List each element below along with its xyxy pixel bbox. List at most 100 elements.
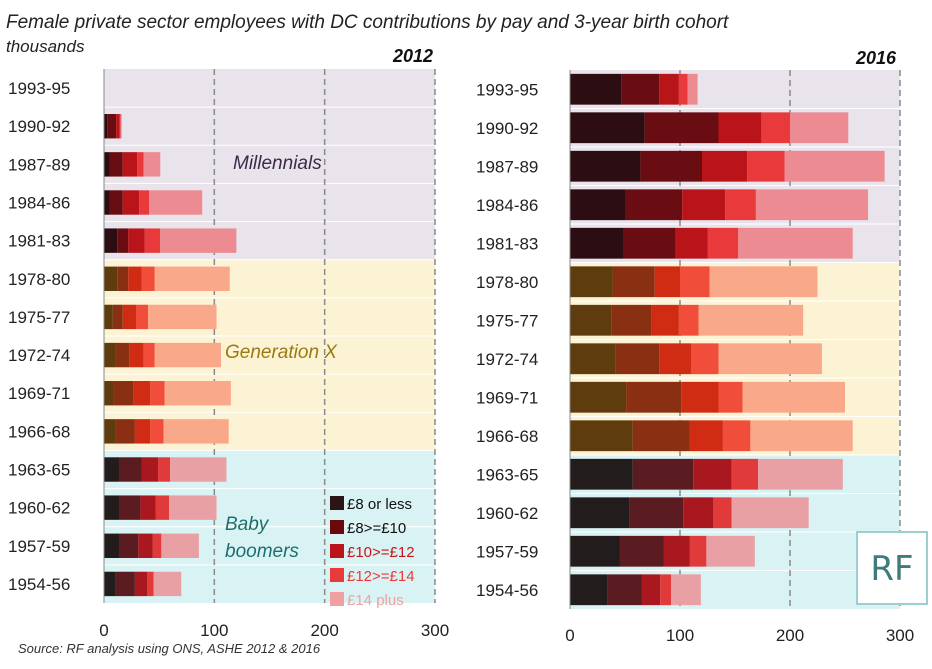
legend-label: £8>=£10 bbox=[347, 520, 406, 537]
bar-1990-92-seg0 bbox=[570, 112, 645, 144]
category-label: 1987-89 bbox=[476, 157, 538, 176]
category-label: 1957-59 bbox=[8, 537, 70, 556]
bar-1984-86-seg4 bbox=[755, 189, 869, 221]
bar-1969-71-seg1 bbox=[113, 381, 134, 406]
bar-1960-62-seg1 bbox=[119, 495, 141, 520]
bar-1960-62-seg0 bbox=[570, 497, 630, 529]
bar-1990-92-seg0 bbox=[104, 114, 108, 139]
bar-1978-80-seg3 bbox=[141, 266, 155, 291]
category-label: 1963-65 bbox=[476, 465, 538, 484]
generation-label: boomers bbox=[225, 541, 299, 562]
bar-1981-83-seg2 bbox=[128, 228, 145, 253]
bar-1984-86-seg2 bbox=[122, 190, 140, 215]
panel-2016: 1993-95 1990-92 1987-89 1984-86 1981-83 1978-… bbox=[476, 48, 914, 645]
bar-1975-77-seg3 bbox=[135, 304, 149, 330]
bar-1963-65-seg2 bbox=[693, 458, 732, 490]
category-label: 1993-95 bbox=[476, 80, 538, 99]
bar-1954-56-seg3 bbox=[660, 574, 672, 606]
bar-1978-80-seg1 bbox=[612, 266, 655, 298]
bar-1954-56-seg4 bbox=[671, 574, 701, 606]
bar-1954-56-seg1 bbox=[115, 571, 135, 597]
bar-1966-68-seg0 bbox=[570, 420, 633, 452]
generation-label: Millennials bbox=[233, 153, 322, 174]
bar-1981-83-seg4 bbox=[738, 227, 853, 259]
bar-1957-59-seg3 bbox=[152, 533, 162, 558]
bar-1960-62-seg2 bbox=[683, 497, 713, 529]
bar-1984-86-seg4 bbox=[149, 190, 203, 215]
bar-1993-95-seg2 bbox=[659, 73, 679, 105]
bar-1981-83-seg2 bbox=[675, 227, 708, 259]
bar-1960-62-seg3 bbox=[155, 495, 170, 520]
bar-1978-80-seg2 bbox=[128, 266, 142, 291]
category-label: 1954-56 bbox=[476, 581, 538, 600]
bar-1963-65-seg4 bbox=[758, 458, 843, 490]
bar-1978-80-seg4 bbox=[154, 266, 230, 291]
bar-1963-65-seg4 bbox=[170, 457, 227, 482]
bar-1960-62-seg4 bbox=[731, 497, 809, 529]
x-tick-label: 100 bbox=[200, 621, 228, 640]
x-tick-label: 100 bbox=[666, 626, 694, 645]
category-label: 1969-71 bbox=[476, 388, 538, 407]
chart-subtitle: thousands bbox=[6, 37, 85, 56]
bar-1954-56-seg2 bbox=[641, 574, 661, 606]
source-note: Source: RF analysis using ONS, ASHE 2012… bbox=[18, 641, 321, 656]
generation-label: Baby bbox=[225, 514, 270, 535]
x-tick-label: 0 bbox=[565, 626, 574, 645]
bar-1990-92-seg4 bbox=[790, 112, 849, 144]
category-label: 1987-89 bbox=[8, 155, 70, 174]
bar-1987-89-seg4 bbox=[784, 150, 885, 182]
bar-1969-71-seg3 bbox=[718, 381, 743, 413]
bar-1969-71-seg1 bbox=[626, 381, 682, 413]
legend-label: £14 plus bbox=[347, 592, 404, 609]
bar-1984-86-seg1 bbox=[625, 189, 683, 221]
bar-1966-68-seg3 bbox=[150, 419, 164, 444]
bar-1984-86-seg1 bbox=[109, 190, 123, 215]
bar-1957-59-seg4 bbox=[706, 535, 755, 567]
bar-1954-56-seg2 bbox=[134, 571, 148, 597]
legend-swatch bbox=[330, 568, 344, 582]
bar-1993-95-seg0 bbox=[570, 73, 622, 105]
bar-1963-65-seg0 bbox=[104, 457, 120, 482]
bar-1978-80-seg1 bbox=[117, 266, 129, 291]
bar-1990-92-seg1 bbox=[644, 112, 719, 144]
bar-1993-95-seg4 bbox=[687, 73, 698, 105]
bar-1987-89-seg2 bbox=[702, 150, 748, 182]
category-label: 1990-92 bbox=[476, 119, 538, 138]
category-label: 1957-59 bbox=[476, 542, 538, 561]
bar-1987-89-seg0 bbox=[104, 152, 110, 177]
category-label: 1960-62 bbox=[8, 499, 70, 518]
bar-1990-92-seg4 bbox=[120, 114, 122, 139]
category-label: 1972-74 bbox=[8, 346, 70, 365]
bar-1963-65-seg2 bbox=[141, 457, 159, 482]
category-label: 1975-77 bbox=[476, 311, 538, 330]
bar-1987-89-seg4 bbox=[143, 152, 161, 177]
generation-label: Generation X bbox=[225, 342, 338, 363]
legend-label: £12>=£14 bbox=[347, 568, 415, 585]
bar-1972-74-seg2 bbox=[659, 343, 691, 375]
x-tick-label: 300 bbox=[421, 621, 449, 640]
bar-1975-77-seg4 bbox=[148, 304, 217, 330]
category-label: 1960-62 bbox=[476, 504, 538, 523]
bar-1978-80-seg0 bbox=[104, 266, 118, 291]
category-label: 1993-95 bbox=[8, 79, 70, 98]
category-label: 1963-65 bbox=[8, 461, 70, 480]
bar-1957-59-seg4 bbox=[161, 533, 199, 558]
legend: £8 or less £8>=£10 £10>=£12 £12>=£14 £14 plu… bbox=[330, 496, 415, 609]
bar-1969-71-seg2 bbox=[133, 381, 151, 406]
panels: 1993-95 1990-92 1987-89 1984-86 1981-83 1978-… bbox=[8, 46, 928, 645]
category-label: 1981-83 bbox=[8, 232, 70, 251]
bar-1984-86-seg2 bbox=[682, 189, 726, 221]
bar-1963-65-seg3 bbox=[731, 458, 759, 490]
bar-1960-62-seg2 bbox=[140, 495, 156, 520]
bar-1966-68-seg1 bbox=[632, 420, 690, 452]
legend-swatch bbox=[330, 592, 344, 606]
bar-1957-59-seg0 bbox=[570, 535, 620, 567]
bar-1960-62-seg4 bbox=[169, 495, 217, 520]
bar-1981-83-seg3 bbox=[707, 227, 739, 259]
bar-1975-77-seg1 bbox=[112, 304, 123, 330]
category-label: 1984-86 bbox=[8, 194, 70, 213]
bar-1963-65-seg1 bbox=[632, 458, 694, 490]
rf-logo: RF bbox=[856, 531, 928, 605]
bar-1963-65-seg0 bbox=[570, 458, 633, 490]
bar-1969-71-seg0 bbox=[104, 381, 114, 406]
